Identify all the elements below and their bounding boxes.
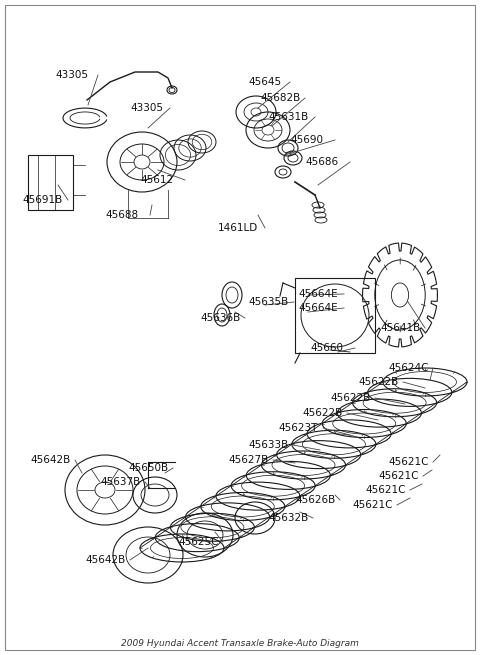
Text: 45635B: 45635B [248,297,288,307]
Text: 45622B: 45622B [358,377,398,387]
Text: 45682B: 45682B [260,93,300,103]
Text: 45691B: 45691B [22,195,62,205]
Text: 45664E: 45664E [298,289,337,299]
Text: 45624C: 45624C [388,363,429,373]
Text: 45633B: 45633B [248,440,288,450]
Text: 43305: 43305 [130,103,163,113]
Text: 45623T: 45623T [278,423,317,433]
Text: 45664E: 45664E [298,303,337,313]
Text: 45660: 45660 [310,343,343,353]
Text: 45636B: 45636B [200,313,240,323]
Text: 2009 Hyundai Accent Transaxle Brake-Auto Diagram: 2009 Hyundai Accent Transaxle Brake-Auto… [121,639,359,648]
Text: 45626B: 45626B [295,495,335,505]
Text: 45642B: 45642B [85,555,125,565]
Text: 45621C: 45621C [378,471,419,481]
Text: 45621C: 45621C [388,457,429,467]
Text: 43305: 43305 [55,70,88,80]
Text: 45686: 45686 [305,157,338,167]
Bar [28,155,73,210]
Text: 45622B: 45622B [330,393,370,403]
Text: 45650B: 45650B [128,463,168,473]
Text: 45612: 45612 [140,175,173,185]
Text: 45622B: 45622B [302,408,342,418]
Text: 45690: 45690 [290,135,323,145]
Text: 1461LD: 1461LD [218,223,258,233]
Text: 45641B: 45641B [380,323,420,333]
Text: 45645: 45645 [248,77,281,87]
Text: 45627B: 45627B [228,455,268,465]
Text: 45642B: 45642B [30,455,70,465]
Bar [295,278,375,353]
Text: 45631B: 45631B [268,112,308,122]
Text: 45632B: 45632B [268,513,308,523]
Text: 45621C: 45621C [352,500,393,510]
Text: 45621C: 45621C [365,485,406,495]
Text: 45637B: 45637B [100,477,140,487]
Text: 45625C: 45625C [178,537,218,547]
Text: 45688: 45688 [105,210,138,220]
